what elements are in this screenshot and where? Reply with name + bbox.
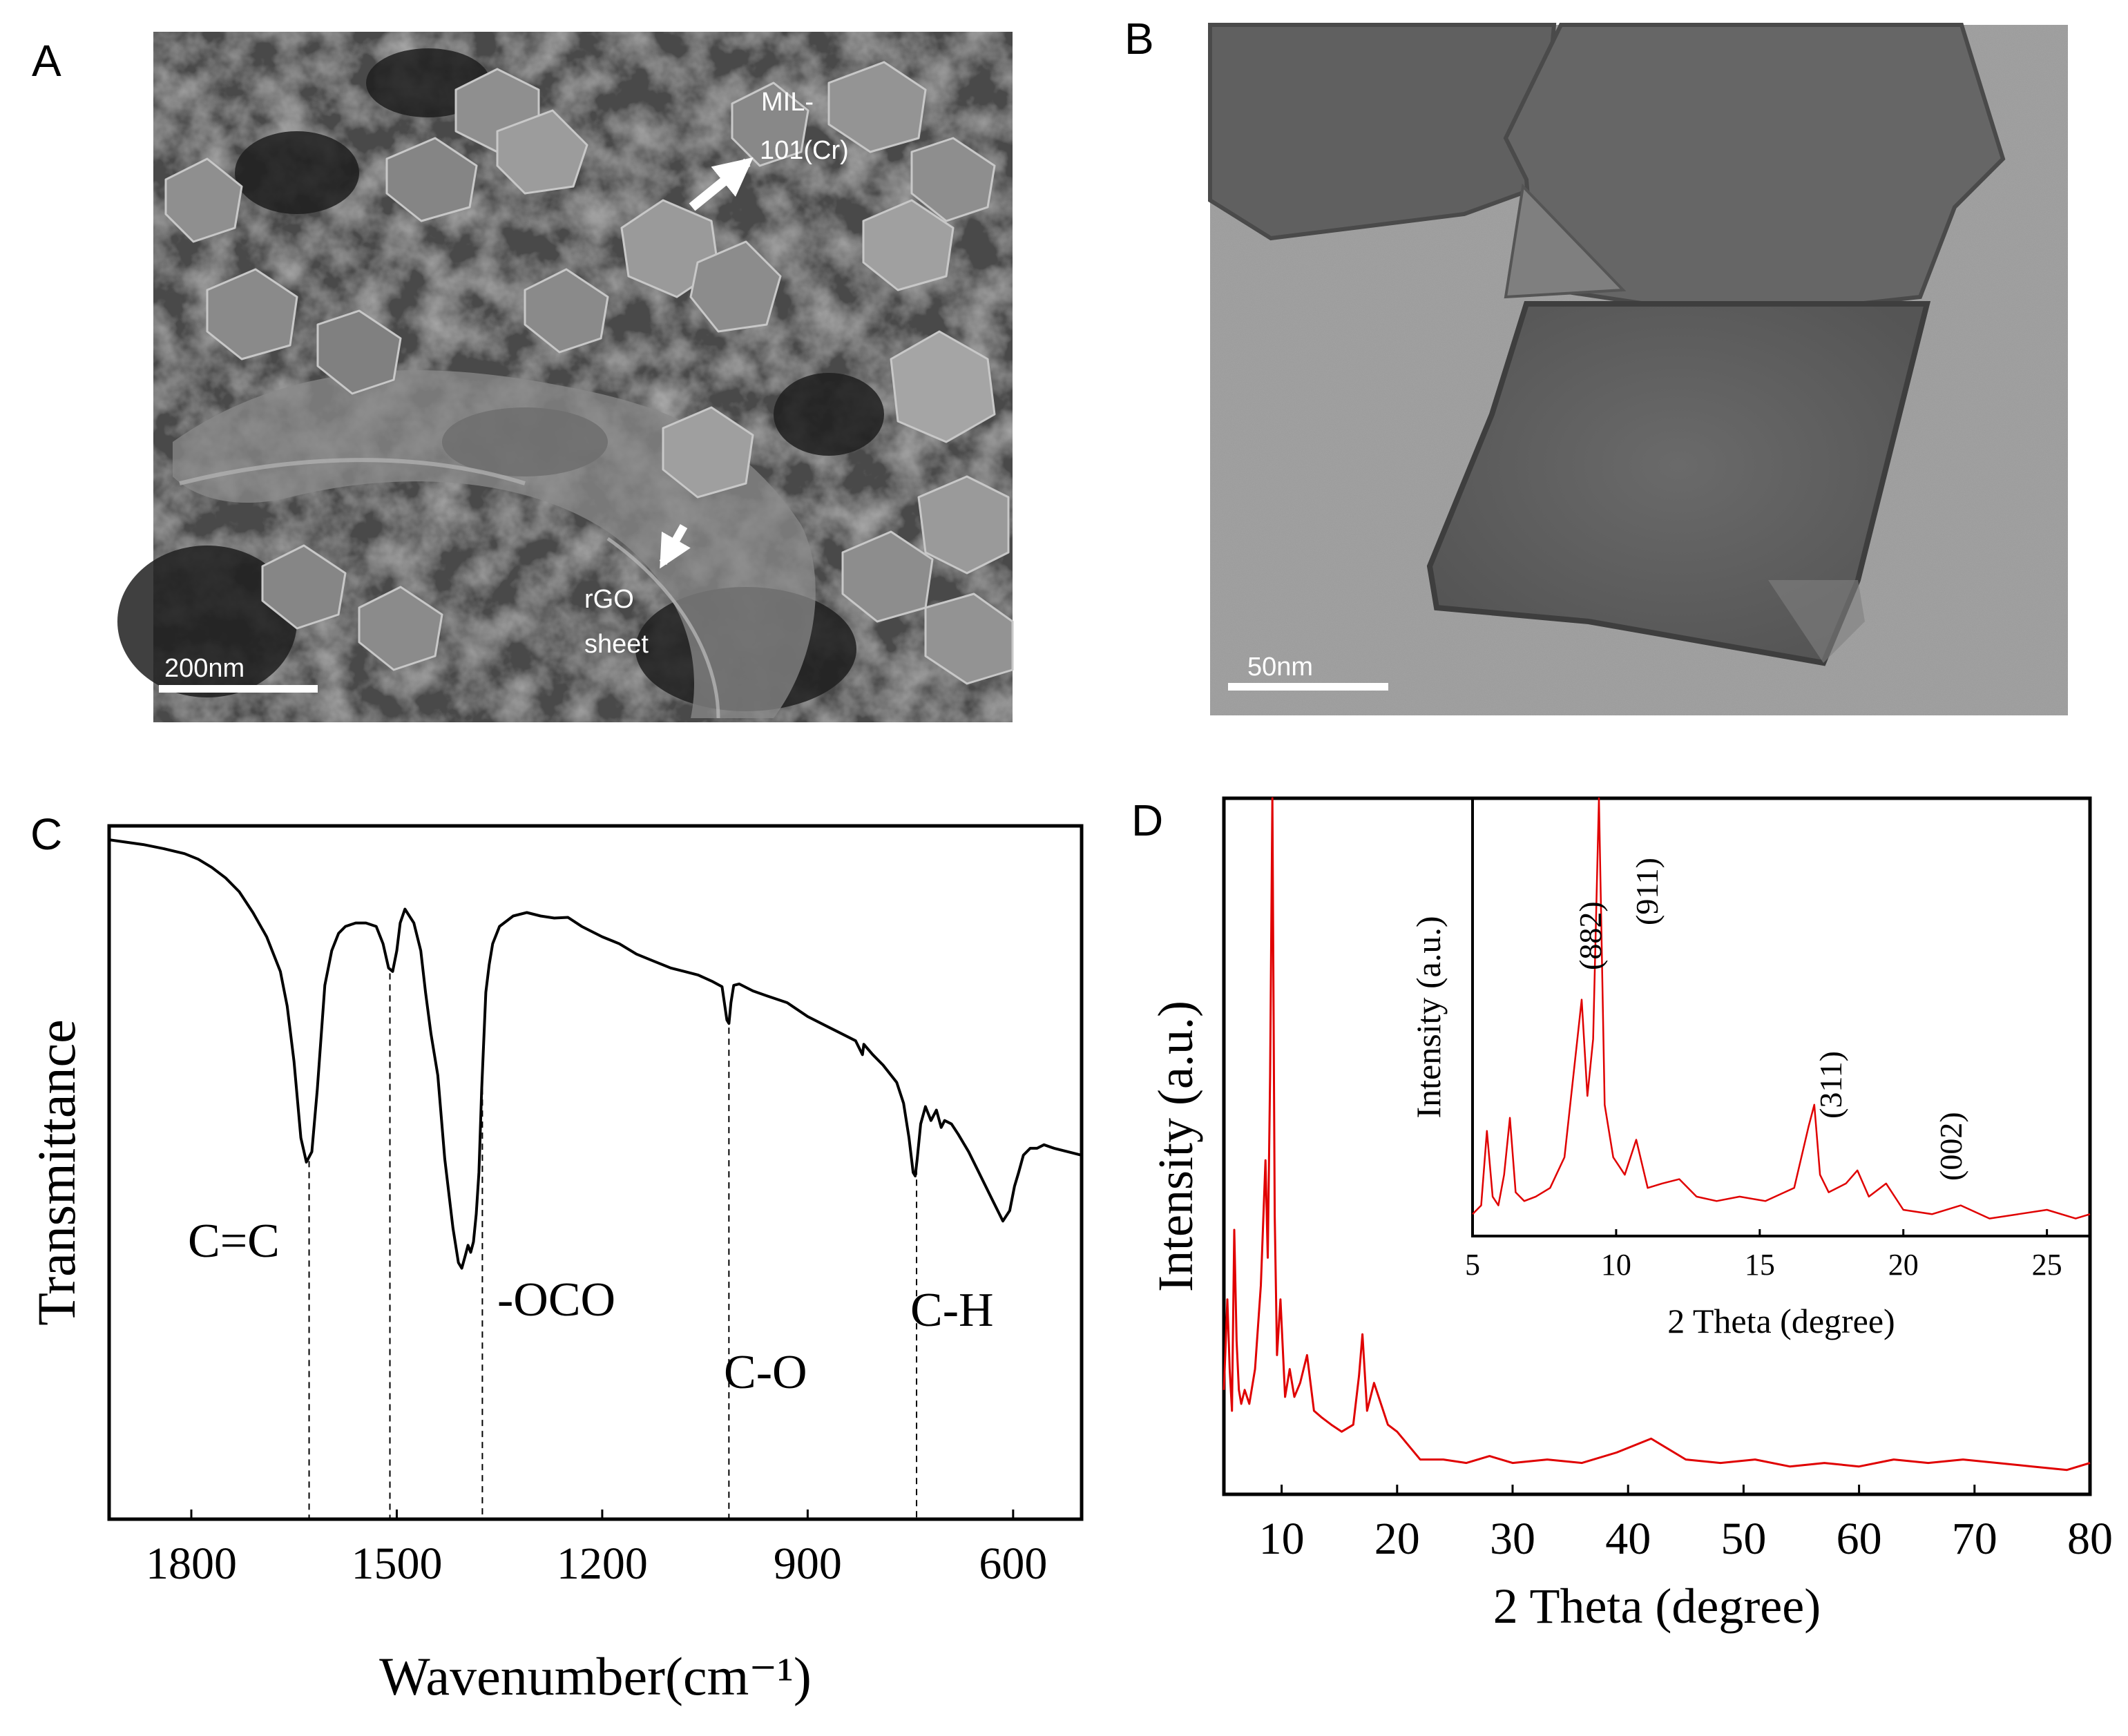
xrd-y-axis-label: Intensity (a.u.) [1148, 1001, 1203, 1292]
ftir-band-label: -OCO [497, 1273, 615, 1327]
ftir-y-axis-label: Transmittance [26, 1019, 86, 1325]
xrd-inset-chart: 5 10 15 20 25 (882) (911) (311) (002) 2 Theta (de… [1409, 797, 2091, 1340]
panel-d-letter: D [1131, 795, 1163, 845]
scale-bar-a-label: 200nm [164, 654, 245, 683]
ftir-band-label: C=C [188, 1215, 280, 1268]
xrd-inset-peak-label: (311) [1813, 1051, 1848, 1119]
rgo-label-line2: sheet [584, 630, 649, 659]
xrd-x-tick-label: 50 [1720, 1514, 1766, 1564]
xrd-inset-x-tick-label: 15 [1745, 1248, 1775, 1282]
xrd-x-tick-label: 70 [1952, 1514, 1997, 1564]
xrd-x-axis-label: 2 Theta (degree) [1493, 1579, 1821, 1634]
ftir-chart: 1800 1500 1200 900 600 C=C -OCO C-O C-H Wavenumbe… [26, 824, 1084, 1706]
mof-label-line1: MIL- [761, 88, 814, 117]
xrd-inset-x-tick-label: 20 [1888, 1248, 1919, 1282]
xrd-inset-series-line [1472, 797, 2091, 1219]
panel-b: B 50nm [1124, 14, 2068, 715]
ftir-x-tick-label: 1800 [146, 1539, 237, 1589]
xrd-x-tick-label: 40 [1605, 1514, 1651, 1564]
panel-d: D 10 20 30 40 50 60 70 80 2 Theta (degree) Intens… [1131, 795, 2113, 1634]
scale-bar-b [1228, 683, 1388, 691]
xrd-inset-axes-frame [1471, 797, 2091, 1237]
scale-bar-b-label: 50nm [1247, 653, 1313, 682]
ftir-x-axis-label: Wavenumber(cm⁻¹) [379, 1646, 812, 1706]
panel-c-letter: C [30, 809, 62, 859]
panel-a: A [32, 32, 1014, 722]
xrd-inset-x-axis-label: 2 Theta (degree) [1667, 1302, 1895, 1340]
panel-a-letter: A [32, 36, 61, 86]
mof-label-line2: 101(Cr) [760, 136, 849, 165]
xrd-inset-peak-label: (911) [1629, 858, 1665, 925]
xrd-inset-x-tick-label: 5 [1465, 1248, 1480, 1282]
ftir-axes-frame [107, 824, 1084, 1521]
tem-image: 50nm [1208, 23, 2068, 715]
xrd-x-tick-label: 20 [1374, 1514, 1420, 1564]
xrd-x-tick-label: 10 [1259, 1514, 1305, 1564]
panel-b-letter: B [1124, 14, 1154, 64]
xrd-inset-x-tick-label: 25 [2032, 1248, 2062, 1282]
panel-c: C 1800 1500 1200 900 600 C=C -OCO C-O C-H Wavenum… [26, 809, 1084, 1706]
mof-arrow [689, 157, 754, 211]
xrd-x-tick-label: 30 [1490, 1514, 1535, 1564]
xrd-x-tick-label: 60 [1837, 1514, 1882, 1564]
sem-image: MIL- 101(Cr) rGO sheet 200nm [117, 32, 1014, 722]
rgo-arrow [659, 524, 691, 569]
ftir-series-line [108, 838, 1082, 1270]
xrd-inset-x-tick-label: 10 [1601, 1248, 1631, 1282]
xrd-inset-y-axis-label: Intensity (a.u.) [1409, 916, 1448, 1119]
ftir-band-label: C-H [910, 1284, 994, 1337]
xrd-inset-peak-label: (882) [1573, 901, 1608, 970]
ftir-x-tick-label: 600 [979, 1539, 1047, 1589]
ftir-x-tick-label: 1500 [351, 1539, 442, 1589]
xrd-inset-peak-label: (002) [1933, 1112, 1968, 1181]
scale-bar-a [159, 685, 318, 693]
rgo-label-line1: rGO [584, 585, 634, 614]
ftir-x-tick-label: 900 [774, 1539, 842, 1589]
xrd-x-tick-label: 80 [2067, 1514, 2113, 1564]
ftir-band-label: C-O [724, 1346, 807, 1399]
ftir-x-tick-label: 1200 [557, 1539, 648, 1589]
